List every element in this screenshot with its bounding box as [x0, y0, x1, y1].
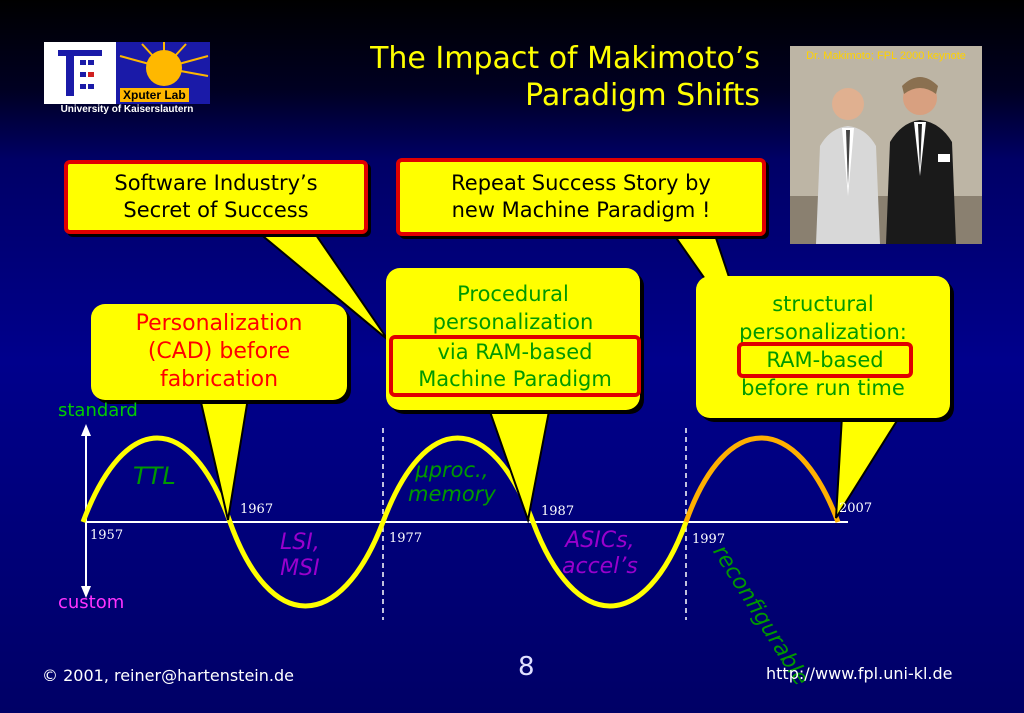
software-line-1: Software Industry’s: [114, 171, 318, 195]
axis-arrow-up: [81, 424, 91, 436]
axis-label-custom: custom: [58, 592, 125, 613]
copyright-symbol: ©: [42, 666, 58, 685]
structural-line-2: personalization:: [739, 320, 907, 344]
footer-author: 2001, reiner@hartenstein.de: [63, 666, 294, 685]
slide-title: The Impact of Makimoto’s Paradigm Shifts: [370, 40, 760, 114]
axis-arrow-down: [81, 586, 91, 598]
page-number: 8: [518, 652, 535, 682]
year-1987: 1987: [541, 504, 575, 519]
repeat-line-1: Repeat Success Story by: [451, 171, 711, 195]
tu-logo-mark: [44, 42, 116, 104]
year-1957: 1957: [90, 528, 124, 543]
procedural-pointer: [486, 405, 552, 524]
label-microprocessor-line-2: memory: [408, 482, 496, 506]
xputer-lab-logo: Xputer Lab: [116, 42, 210, 104]
software-success-box: Software Industry’s Secret of Success: [64, 160, 368, 234]
axis-label-standard: standard: [58, 400, 138, 421]
procedural-line-2: personalization: [432, 310, 594, 334]
year-2007: 2007: [839, 501, 873, 516]
procedural-boxed-1: via RAM-based: [437, 340, 593, 364]
sun-icon: [146, 50, 182, 86]
personalization-line-3: fabrication: [159, 367, 279, 392]
repeat-success-box: Repeat Success Story by new Machine Para…: [396, 158, 766, 236]
footer-copyright: © 2001, reiner@hartenstein.de: [42, 666, 294, 685]
label-lsi: LSI, MSI: [280, 530, 320, 582]
year-1997: 1997: [692, 532, 726, 547]
title-line-1: The Impact of Makimoto’s: [370, 41, 760, 76]
structural-boxed: RAM-based: [766, 348, 884, 372]
procedural-boxed-2: Machine Paradigm: [418, 367, 612, 391]
footer-url[interactable]: http://www.fpl.uni-kl.de: [766, 664, 953, 683]
reconfigurable-wave: [683, 435, 841, 523]
structural-line-4: before run time: [741, 376, 905, 400]
sine-wave: [80, 435, 689, 609]
label-microprocessor: μproc., memory: [408, 458, 496, 506]
label-lsi-line-2: MSI: [280, 556, 320, 581]
ram-based-highlight: RAM-based: [737, 342, 913, 378]
label-asics: ASICs, accel’s: [562, 528, 638, 580]
label-microprocessor-line-1: μproc.,: [415, 458, 489, 482]
keynote-photo: Dr. Makimoto; FPL 2000 keynote: [790, 46, 982, 244]
title-line-2: Paradigm Shifts: [525, 78, 760, 113]
photo-caption: Dr. Makimoto; FPL 2000 keynote: [806, 50, 966, 62]
machine-paradigm-highlight: via RAM-based Machine Paradigm: [389, 335, 641, 397]
xputer-lab-label: Xputer Lab: [120, 88, 189, 102]
year-1977: 1977: [389, 531, 423, 546]
year-1967: 1967: [240, 502, 274, 517]
procedural-line-1: Procedural: [457, 282, 569, 306]
personalization-callout: Personalization (CAD) before fabrication: [91, 304, 347, 400]
university-logo: Xputer Lab University of Kaiserslautern: [44, 42, 210, 120]
label-asics-line-1: ASICs,: [565, 528, 635, 553]
repeat-line-2: new Machine Paradigm !: [451, 198, 711, 222]
label-asics-line-2: accel’s: [562, 554, 638, 579]
label-ttl: TTL: [133, 462, 176, 490]
label-lsi-line-1: LSI,: [280, 530, 320, 555]
personalization-line-1: Personalization: [135, 311, 303, 336]
structural-line-1: structural: [772, 292, 874, 316]
personalization-line-2: (CAD) before: [147, 339, 291, 364]
software-line-2: Secret of Success: [123, 198, 309, 222]
university-name: University of Kaiserslautern: [60, 104, 194, 115]
